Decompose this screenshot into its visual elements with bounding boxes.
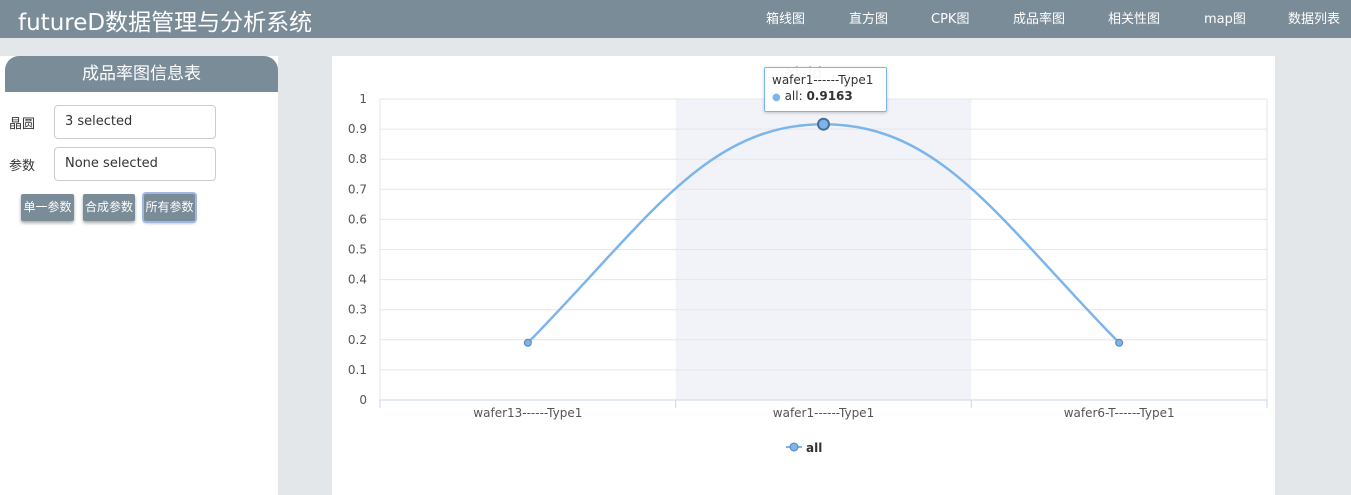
sidebar-header: 成品率图信息表 [5,56,278,92]
legend-label-all: all [806,441,822,455]
x-tick-label: wafer6-T------Type1 [1064,406,1175,420]
nav-cpk[interactable]: CPK图 [931,12,970,27]
y-tick-label: 1 [359,92,367,106]
tooltip-header: wafer1------Type1 [772,73,874,87]
nav-data-list[interactable]: 数据列表 [1288,12,1341,27]
y-tick-label: 0.4 [348,273,367,287]
y-tick-label: 0.3 [348,303,367,317]
tooltip-dot-icon: ● [772,92,781,103]
y-tick-label: 0.8 [348,152,367,166]
nav-boxplot[interactable]: 箱线图 [766,12,806,27]
app-title: futureD数据管理与分析系统 [18,10,313,36]
sidebar: 成品率图信息表 晶圆 3 selected 参数 None selected 单… [0,56,278,495]
tooltip-series: all [784,89,799,103]
y-tick-label: 0.7 [348,182,367,196]
x-tick-label: wafer1------Type1 [773,406,874,420]
data-point [523,338,532,347]
data-point [1115,338,1124,347]
legend-marker [789,442,799,452]
param-select[interactable]: None selected [54,147,216,181]
chart-tooltip: wafer1------Type1 ● all: 0.9163 [764,67,887,112]
sidebar-title: 成品率图信息表 [82,64,201,84]
wafer-select[interactable]: 3 selected [54,105,216,139]
nav-correlation[interactable]: 相关性图 [1108,12,1161,27]
y-tick-label: 0 [359,393,367,407]
param-label: 参数 [9,159,36,174]
combined-param-button[interactable]: 合成参数 [83,194,135,221]
single-param-button[interactable]: 单一参数 [21,194,74,221]
yield-chart: 0 0.1 0.2 0.3 0.4 0.5 0.6 0.7 0.8 0.9 1 wafer13----… [348,64,1268,455]
x-tick-label: wafer13------Type1 [473,406,582,420]
data-point [817,117,830,131]
y-tick-label: 0.6 [348,212,367,226]
nav-histogram[interactable]: 直方图 [849,12,889,27]
wafer-label: 晶圆 [9,117,36,132]
all-params-button[interactable]: 所有参数 [144,194,195,221]
y-tick-label: 0.1 [348,363,367,377]
nav-map[interactable]: map图 [1204,12,1246,27]
chart-panel: 0 0.1 0.2 0.3 0.4 0.5 0.6 0.7 0.8 0.9 1 wafer13----… [332,56,1275,495]
y-tick-label: 0.9 [348,122,367,136]
top-bar: futureD数据管理与分析系统 箱线图 直方图 CPK图 成品率图 相关性图 … [0,0,1351,38]
y-tick-label: 0.5 [348,243,367,257]
y-tick-label: 0.2 [348,333,367,347]
tooltip-value: 0.9163 [806,89,853,103]
nav-yield[interactable]: 成品率图 [1013,12,1066,27]
